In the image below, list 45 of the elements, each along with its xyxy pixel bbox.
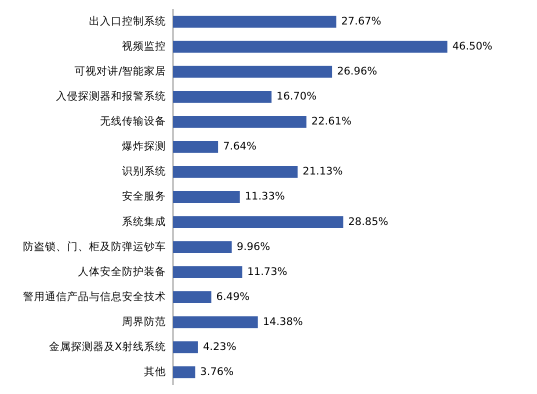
bar — [173, 166, 298, 178]
data-label: 11.73% — [247, 266, 288, 278]
y-tick-label: 识别系统 — [122, 164, 166, 178]
bar — [173, 216, 344, 228]
y-tick-label: 入侵探测器和报警系统 — [56, 90, 166, 103]
y-tick-label: 防盗锁、门、柜及防弹运钞车 — [23, 240, 166, 253]
data-label: 46.50% — [452, 40, 492, 53]
data-label: 9.96% — [236, 240, 270, 253]
data-label: 7.64% — [223, 140, 256, 153]
y-tick-label: 系统集成 — [122, 214, 166, 228]
data-label: 4.23% — [202, 340, 236, 353]
bar — [173, 316, 258, 328]
y-tick-label: 爆炸探测 — [122, 140, 166, 153]
bar — [173, 341, 198, 354]
bar — [173, 66, 332, 78]
data-label: 14.38% — [262, 316, 303, 328]
y-tick-label: 无线传输设备 — [100, 114, 166, 128]
bar — [173, 266, 242, 278]
data-label: 6.49% — [216, 290, 250, 303]
data-label: 16.70% — [276, 90, 317, 103]
bar — [173, 40, 448, 53]
y-tick-label: 周界防范 — [122, 314, 166, 328]
bar — [173, 141, 218, 153]
y-tick-label: 警用通信产品与信息安全技术 — [23, 290, 166, 303]
bar — [173, 16, 336, 28]
bar — [173, 116, 306, 128]
data-label: 11.33% — [244, 190, 285, 203]
y-tick-label: 金属探测器及X射线系统 — [48, 340, 166, 353]
data-label: 26.96% — [337, 66, 378, 78]
bar — [173, 241, 232, 253]
data-label: 21.13% — [302, 166, 343, 178]
y-tick-label: 安全服务 — [122, 190, 166, 203]
y-tick-label: 可视对讲/智能家居 — [74, 64, 166, 78]
y-tick-label: 出入口控制系统 — [89, 14, 166, 28]
data-label: 27.67% — [341, 16, 382, 28]
data-label: 22.61% — [311, 116, 352, 128]
bar — [173, 366, 196, 378]
data-label: 3.76% — [200, 366, 234, 378]
y-tick-label: 视频监控 — [122, 40, 166, 53]
bar — [173, 291, 212, 304]
bar — [173, 90, 272, 103]
bar — [173, 191, 240, 203]
data-label: 28.85% — [348, 216, 388, 228]
y-tick-label: 人体安全防护装备 — [78, 264, 166, 278]
y-tick-label: 其他 — [144, 364, 166, 378]
